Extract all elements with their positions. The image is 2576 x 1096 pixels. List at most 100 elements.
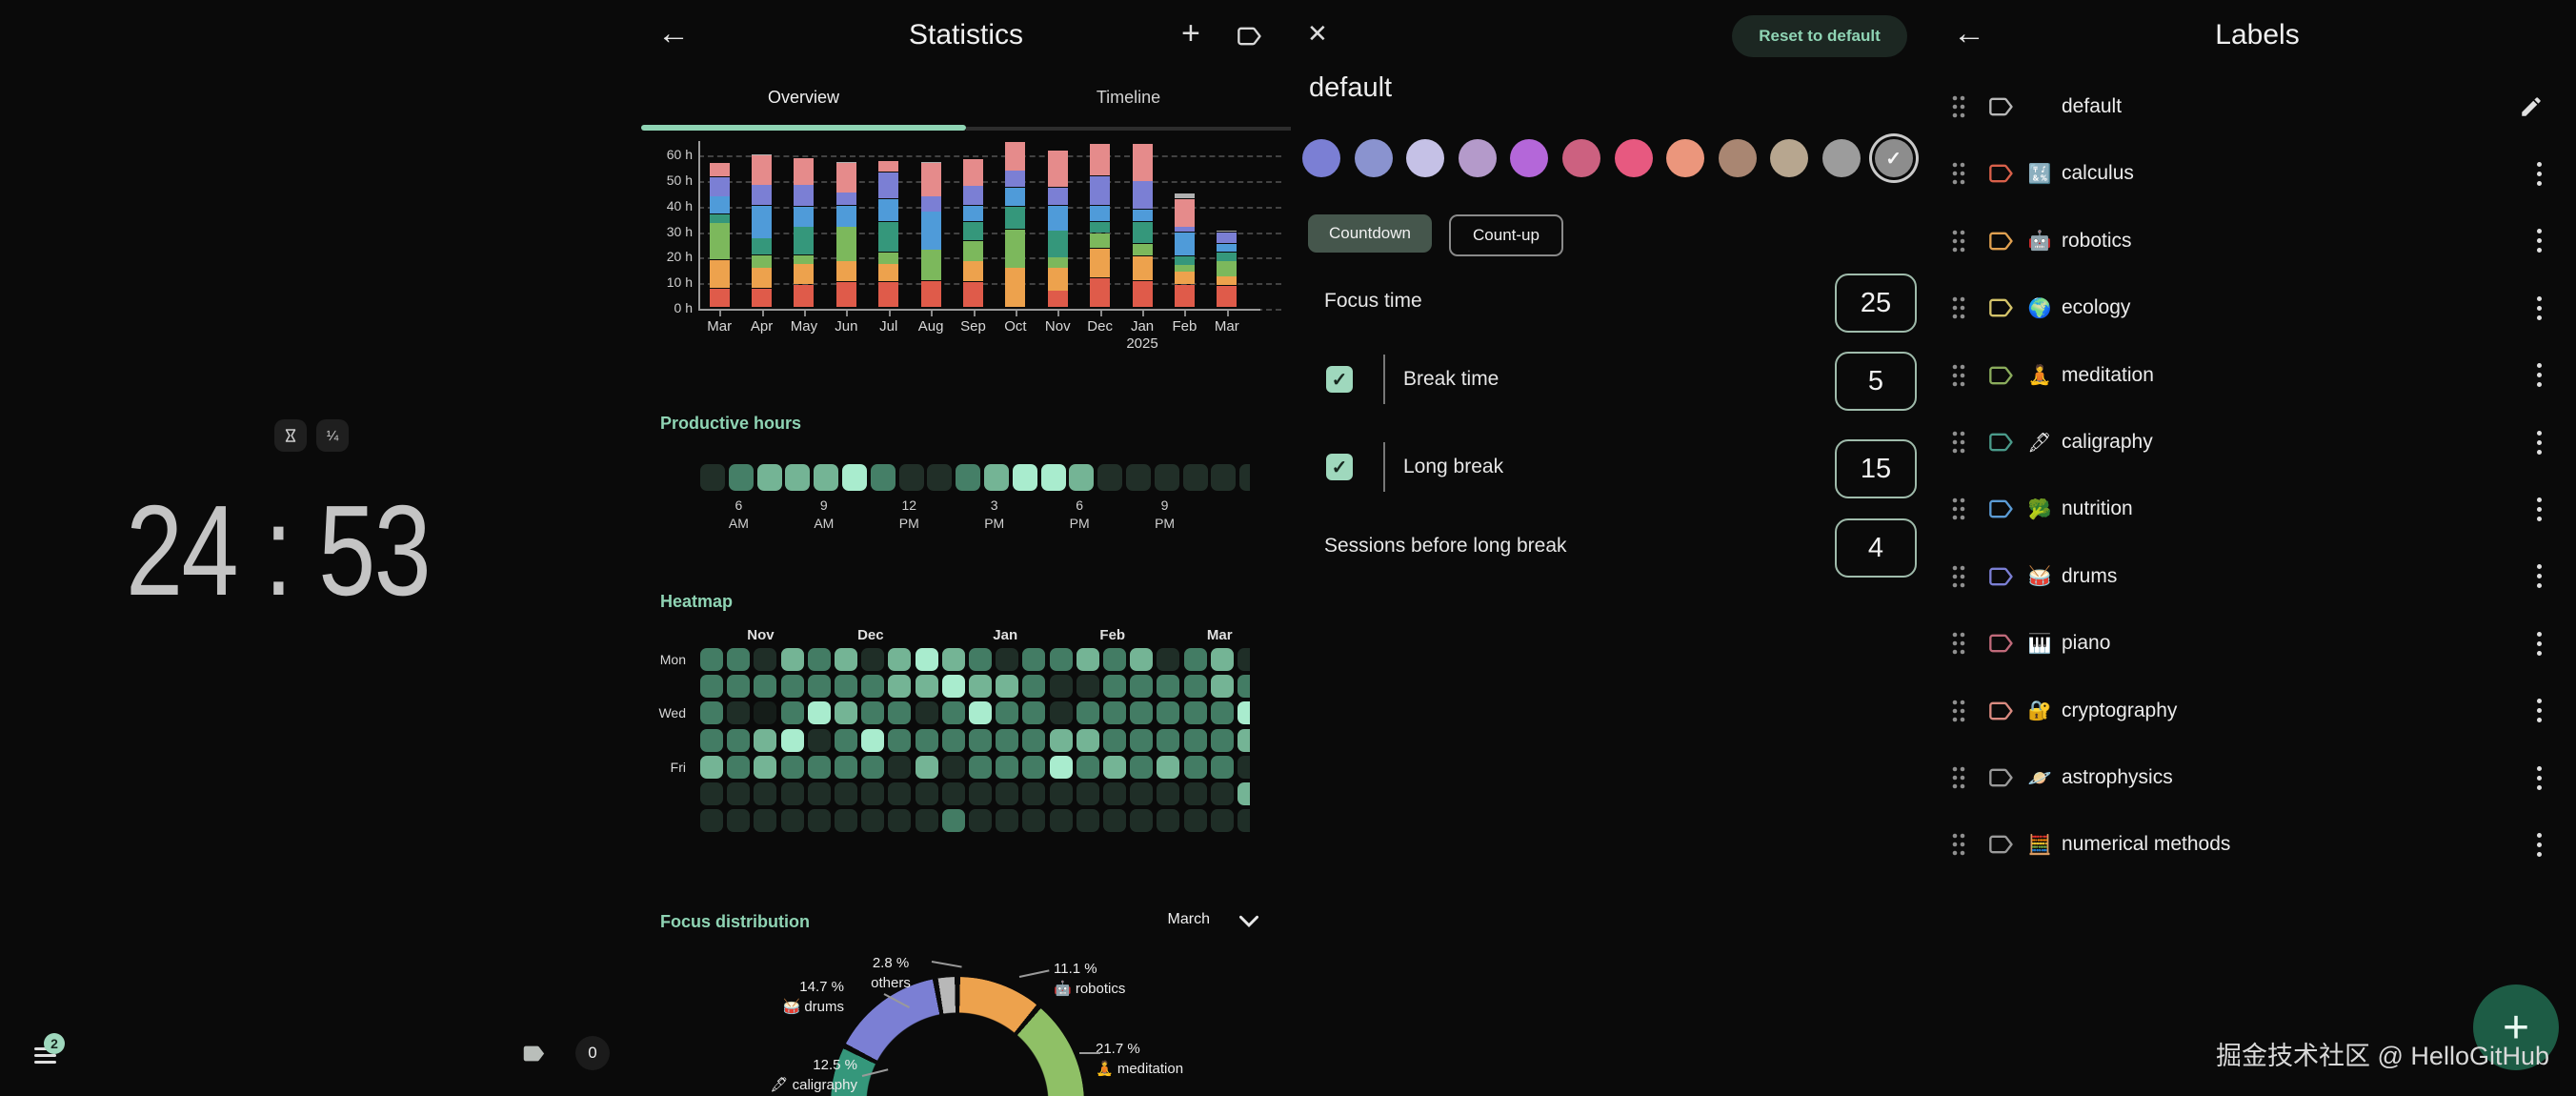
segment-purple [1174,227,1195,233]
productive-hour-cell [984,464,1009,491]
ecology-emoji-icon: 🌍 [2027,297,2052,319]
color-swatch-6[interactable] [1614,139,1653,177]
drag-handle-icon[interactable] [1951,94,1966,119]
label-menu-kebab-icon[interactable] [2537,229,2542,254]
drag-handle-icon[interactable] [1951,363,1966,388]
label-menu-kebab-icon[interactable] [2537,699,2542,723]
color-swatch-4[interactable] [1510,139,1549,177]
label-filter-button[interactable] [1237,23,1263,50]
heatmap-cell [861,755,885,779]
value-box-break-time[interactable]: 5 [1835,352,1917,411]
heatmap-cell [1130,809,1154,833]
label-row-robotics[interactable]: 🤖 robotics [1945,208,2563,274]
label-row-calculus[interactable]: 🔣 calculus [1945,140,2563,207]
label-row-drums[interactable]: 🥁 drums [1945,543,2563,610]
label-row-nutrition[interactable]: 🥦 nutrition [1945,476,2563,542]
label-menu-kebab-icon[interactable] [2537,295,2542,320]
stacked-bar [794,141,815,309]
chevron-down-icon[interactable] [1238,913,1259,928]
color-swatch-3[interactable] [1458,139,1497,177]
edit-pencil-icon[interactable] [2519,94,2544,119]
label-menu-kebab-icon[interactable] [2537,161,2542,186]
drag-handle-icon[interactable] [1951,229,1966,254]
label-row-meditation[interactable]: 🧘 meditation [1945,342,2563,409]
productive-hour-cell [1012,464,1037,491]
drag-handle-icon[interactable] [1951,430,1966,455]
productive-hour-cell [956,464,981,491]
labels-back-button[interactable]: ← [1953,15,1985,51]
segment-orange [709,260,730,288]
heatmap-cell [807,755,831,779]
heatmap-cell [835,648,857,671]
chart-gridline [698,232,1281,234]
reset-to-default-button[interactable]: Reset to default [1732,15,1907,57]
heatmap-grid [700,648,1250,839]
heatmap-cell [807,782,831,805]
drag-handle-icon[interactable] [1951,564,1966,589]
quarter-fraction-button[interactable]: ¼ [316,419,349,452]
color-swatch-0[interactable] [1302,139,1340,177]
label-row-piano[interactable]: 🎹 piano [1945,610,2563,677]
label-counter-tag-icon[interactable] [520,1041,549,1066]
drag-handle-icon[interactable] [1951,161,1966,186]
heatmap-cell [1022,675,1046,699]
donut-callout-others: 2.8 % others [871,955,911,991]
drag-handle-icon[interactable] [1951,295,1966,320]
label-row-cryptography[interactable]: 🔐 cryptography [1945,678,2563,744]
stacked-bar [1047,141,1068,309]
statistics-back-button[interactable]: ← [657,15,690,51]
label-row-numerical-methods[interactable]: 🧮 numerical methods [1945,811,2563,878]
mode-countdown-button[interactable]: Countdown [1308,214,1432,253]
label-row-ecology[interactable]: 🌍 ecology [1945,274,2563,341]
heatmap-month-label: Dec [857,627,884,643]
drag-handle-icon[interactable] [1951,832,1966,857]
value-box-focus-time[interactable]: 25 [1835,274,1917,333]
close-settings-button[interactable]: ✕ [1307,19,1328,48]
color-swatch-1[interactable] [1354,139,1393,177]
mode-countup-button[interactable]: Count-up [1449,214,1563,256]
tab-indicator-track [966,127,1291,131]
tab-overview[interactable]: Overview [767,88,839,107]
heatmap-cell [754,675,777,699]
label-menu-kebab-icon[interactable] [2537,497,2542,521]
heatmap-cell [1049,782,1073,805]
productive-hour-cell [927,464,953,491]
color-swatch-2[interactable] [1406,139,1445,177]
heatmap-cell [700,809,723,833]
month-selector[interactable]: March [1167,911,1210,927]
label-menu-kebab-icon[interactable] [2537,765,2542,790]
label-row-astrophysics[interactable]: 🪐 astrophysics [1945,744,2563,811]
drag-handle-icon[interactable] [1951,765,1966,790]
segment-pink [920,163,941,196]
hourglass-toggle-button[interactable] [274,419,307,452]
heatmap-cell [861,782,885,805]
add-label-fab[interactable]: + [2473,984,2559,1070]
label-row-caligraphy[interactable]: 🖋 caligraphy [1945,409,2563,476]
label-menu-kebab-icon[interactable] [2537,430,2542,455]
tab-timeline[interactable]: Timeline [1096,88,1161,107]
label-menu-kebab-icon[interactable] [2537,564,2542,589]
add-session-button[interactable]: + [1181,15,1200,51]
color-swatch-9[interactable] [1770,139,1809,177]
color-swatch-5[interactable] [1562,139,1600,177]
color-swatch-11[interactable]: ✓ [1874,139,1913,177]
color-swatch-8[interactable] [1718,139,1757,177]
label-row-default[interactable]: default [1945,73,2563,140]
numerical methods-emoji-icon: 🧮 [2027,834,2052,856]
drag-handle-icon[interactable] [1951,497,1966,521]
label-menu-kebab-icon[interactable] [2537,832,2542,857]
color-swatch-7[interactable] [1666,139,1705,177]
segment-orange [963,261,983,282]
checkbox-break-time[interactable]: ✓ [1326,366,1353,393]
value-box-sessions-before-long-break[interactable]: 4 [1835,518,1917,578]
color-swatch-10[interactable] [1822,139,1861,177]
label-menu-kebab-icon[interactable] [2537,631,2542,656]
drag-handle-icon[interactable] [1951,699,1966,723]
value-box-long-break[interactable]: 15 [1835,439,1917,498]
sessions-lines-icon[interactable] [34,1047,56,1064]
drag-handle-icon[interactable] [1951,631,1966,656]
label-menu-kebab-icon[interactable] [2537,363,2542,388]
heatmap-cell [754,701,777,725]
checkbox-long-break[interactable]: ✓ [1326,454,1353,480]
